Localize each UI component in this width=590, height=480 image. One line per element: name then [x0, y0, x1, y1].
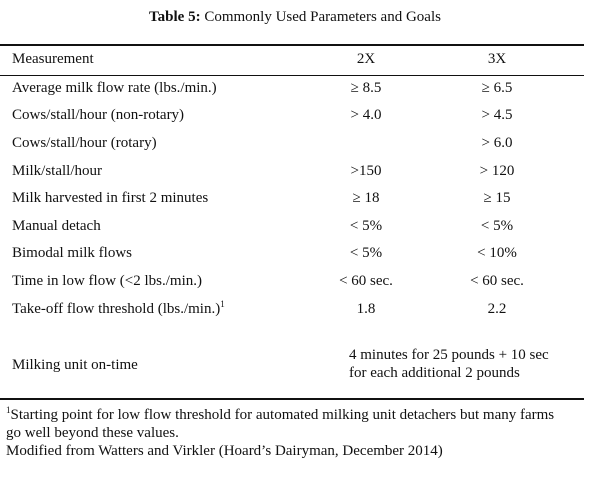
header-rule: [0, 75, 584, 76]
row-value-3x: < 10%: [477, 245, 517, 261]
row-value-3x: 2.2: [487, 301, 507, 317]
row-label: Time in low flow (<2 lbs./min.): [12, 273, 202, 289]
row-value-2x: ≥ 8.5: [350, 80, 382, 96]
row-label: Manual detach: [12, 218, 101, 234]
header-measurement: Measurement: [12, 51, 94, 67]
table-title: Commonly Used Parameters and Goals: [204, 9, 441, 25]
header-3x: 3X: [487, 51, 507, 67]
footnote-line1: Starting point for low flow threshold fo…: [10, 407, 555, 423]
row-label: Take-off flow threshold (lbs./min.): [12, 301, 221, 317]
row-value-2x: < 5%: [349, 245, 383, 261]
bottom-rule: [0, 398, 584, 400]
row-value-3x: ≥ 15: [483, 190, 511, 206]
row-value-2x: >150: [350, 163, 382, 179]
header-row: Measurement 2X 3X: [0, 46, 584, 73]
table-row: Milk/stall/hour >150 > 120: [0, 158, 584, 185]
row-value-3x: > 6.0: [481, 135, 513, 151]
row-value-2x: 1.8: [356, 301, 376, 317]
row-value-3x: ≥ 6.5: [481, 80, 513, 96]
table-row: Average milk flow rate (lbs./min.) ≥ 8.5…: [0, 75, 584, 102]
table-row: Take-off flow threshold (lbs./min.)1 1.8…: [0, 296, 584, 323]
row-value-3x: > 4.5: [481, 107, 513, 123]
row-value-3x: < 60 sec.: [470, 273, 524, 289]
header-2x: 2X: [356, 51, 376, 67]
source-note: Modified from Watters and Virkler (Hoard…: [6, 443, 443, 459]
row-value-2x: < 5%: [349, 218, 383, 234]
row-label: Cows/stall/hour (rotary): [12, 135, 157, 151]
footnote-reference: 1: [220, 299, 225, 309]
footnote-line2: go well beyond these values.: [6, 425, 179, 441]
footnote-marker: 1: [6, 405, 11, 415]
row-label: Bimodal milk flows: [12, 245, 132, 261]
ontime-value-line2: for each additional 2 pounds: [349, 365, 520, 381]
row-value-2x: < 60 sec.: [339, 273, 393, 289]
row-value-3x: > 120: [479, 163, 515, 179]
footnote: 1Starting point for low flow threshold f…: [6, 406, 586, 460]
row-label: Cows/stall/hour (non-rotary): [12, 107, 185, 123]
table-row: Time in low flow (<2 lbs./min.) < 60 sec…: [0, 268, 584, 295]
row-value-3x: < 5%: [480, 218, 514, 234]
ontime-label: Milking unit on-time: [12, 357, 138, 373]
row-label: Average milk flow rate (lbs./min.): [12, 80, 217, 96]
table-row: Manual detach < 5% < 5%: [0, 213, 584, 240]
ontime-value-line1: 4 minutes for 25 pounds + 10 sec: [349, 347, 549, 363]
top-rule: [0, 44, 584, 46]
table-caption: Table 5: Commonly Used Parameters and Go…: [0, 9, 590, 26]
table-number: Table 5:: [149, 9, 201, 25]
row-label: Milk/stall/hour: [12, 163, 102, 179]
row-label: Milk harvested in first 2 minutes: [12, 190, 209, 206]
row-value-2x: ≥ 18: [352, 190, 380, 206]
ontime-value: 4 minutes for 25 pounds + 10 sec for eac…: [349, 346, 549, 382]
table-row: Cows/stall/hour (rotary) > 6.0: [0, 130, 584, 157]
row-value-2x: > 4.0: [350, 107, 382, 123]
table-row: Cows/stall/hour (non-rotary) > 4.0 > 4.5: [0, 102, 584, 129]
table-row: Milk harvested in first 2 minutes ≥ 18 ≥…: [0, 185, 584, 212]
table-row: Bimodal milk flows < 5% < 10%: [0, 240, 584, 267]
